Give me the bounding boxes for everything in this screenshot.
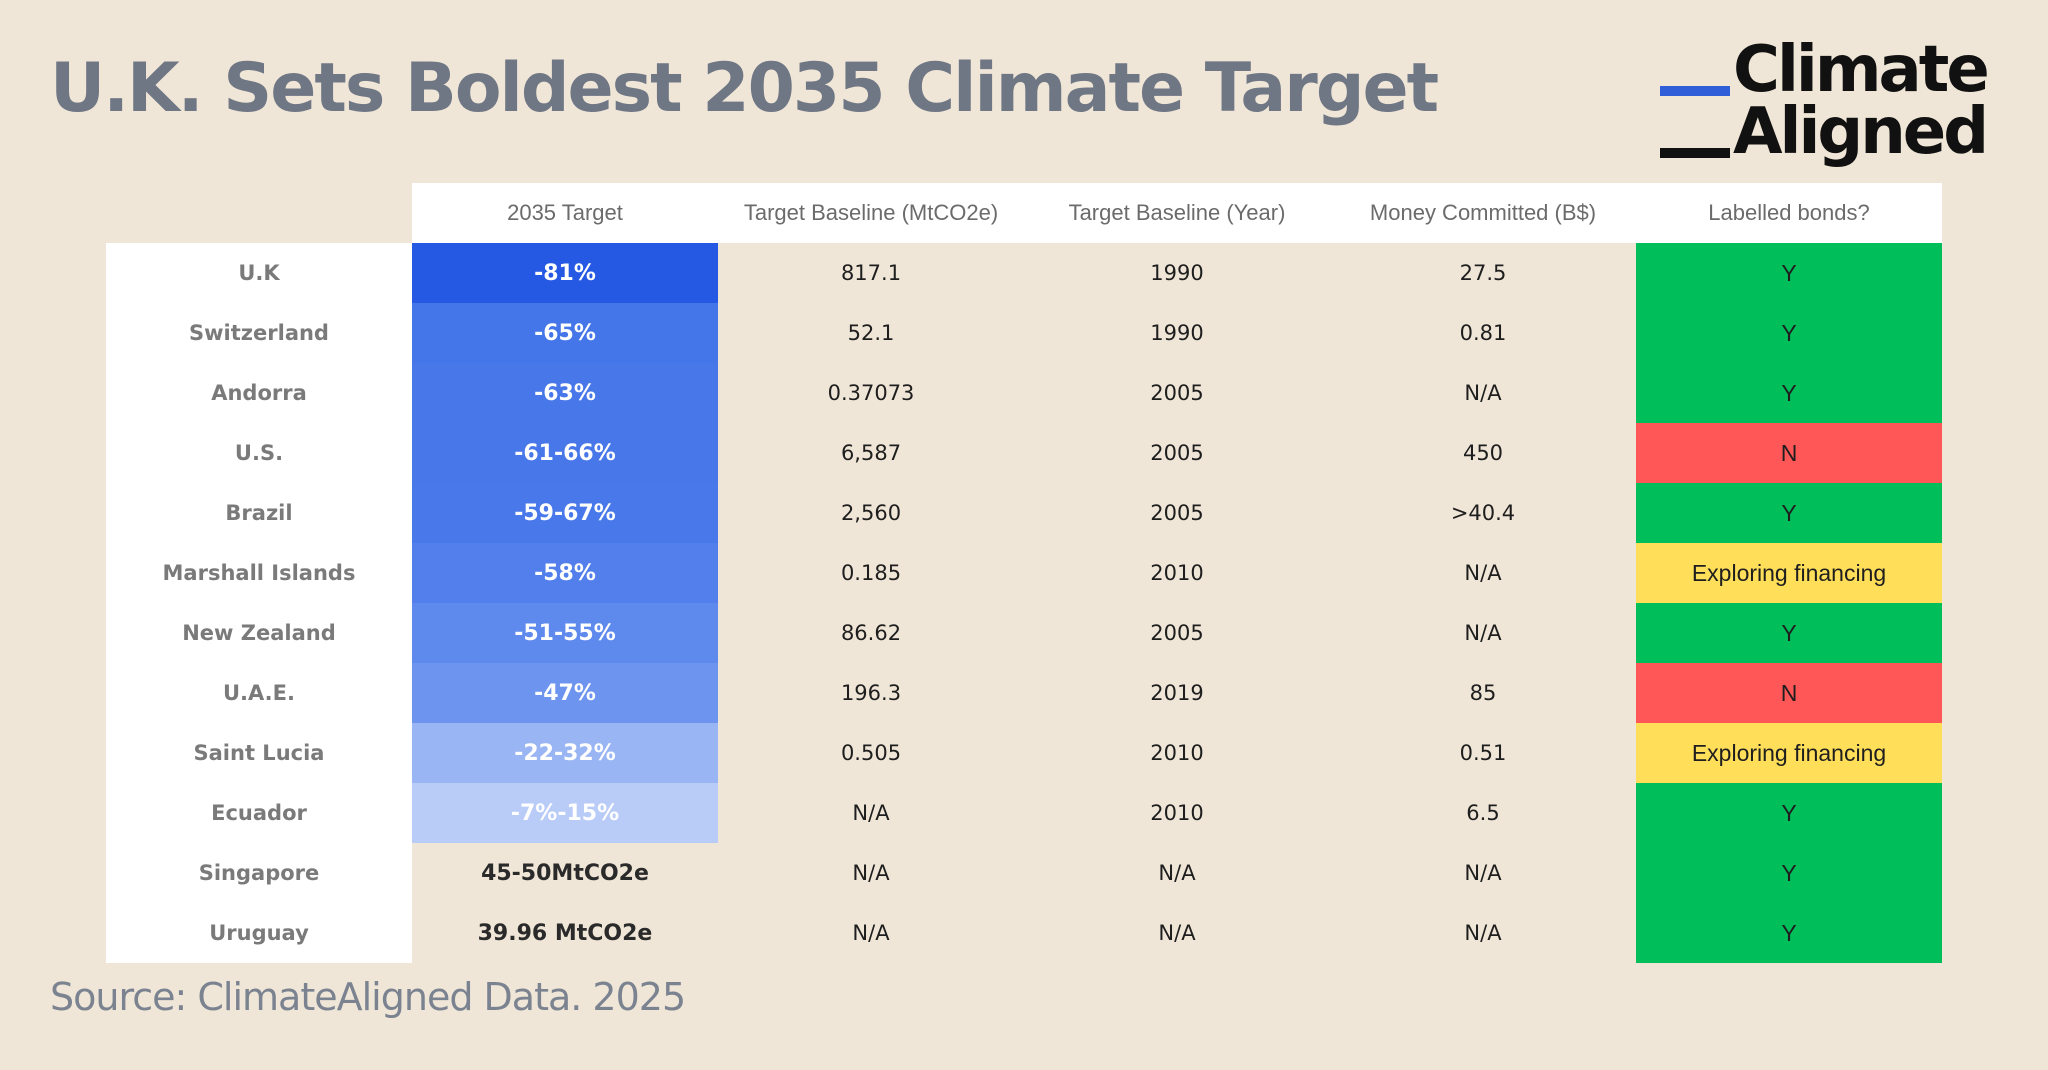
money-committed-cell: 27.5 [1459, 261, 1507, 285]
target-cell: -58% [412, 543, 718, 603]
baseline-year-cell: 2010 [1150, 801, 1204, 825]
target-cell: -51-55% [412, 603, 718, 663]
money-committed-cell: N/A [1464, 621, 1502, 645]
country-cell: New Zealand [106, 603, 412, 663]
money-committed-cell: N/A [1464, 561, 1502, 585]
target-cell: -61-66% [412, 423, 718, 483]
baseline-year-cell: 2005 [1150, 441, 1204, 465]
labelled-bonds-cell: Y [1636, 603, 1942, 663]
logo-word-aligned: Aligned [1733, 95, 1989, 169]
baseline-year-cell: 1990 [1150, 261, 1204, 285]
target-cell: -22-32% [412, 723, 718, 783]
target-cell: -65% [412, 303, 718, 363]
country-cell: Saint Lucia [106, 723, 412, 783]
logo-word-climate: Climate [1733, 33, 1990, 107]
country-cell: Andorra [106, 363, 412, 423]
money-committed-cell: 0.81 [1459, 321, 1507, 345]
money-committed-cell: 450 [1462, 441, 1504, 465]
baseline-mtco2e-cell: 0.37073 [827, 381, 915, 405]
target-cell: -81% [412, 243, 718, 303]
baseline-mtco2e-cell: 86.62 [840, 621, 902, 645]
logo-accent-bar [1660, 86, 1730, 96]
climate-targets-table: 2035 Target Target Baseline (MtCO2e) Targe… [106, 183, 1942, 963]
baseline-mtco2e-cell: N/A [852, 921, 890, 945]
labelled-bonds-cell: N [1636, 663, 1942, 723]
header-money-committed: Money Committed (B$) [1330, 183, 1636, 243]
labelled-bonds-cell: Y [1636, 363, 1942, 423]
baseline-year-cell: 2010 [1150, 741, 1204, 765]
header-2035-target: 2035 Target [412, 183, 718, 243]
baseline-year-cell: 2010 [1150, 561, 1204, 585]
baseline-mtco2e-cell: 196.3 [840, 681, 902, 705]
baseline-year-cell: N/A [1158, 861, 1196, 885]
target-cell: 39.96 MtCO2e [477, 920, 653, 946]
country-cell: Singapore [106, 843, 412, 903]
country-cell: U.K [106, 243, 412, 303]
money-committed-cell: 6.5 [1466, 801, 1500, 825]
baseline-mtco2e-cell: 52.1 [847, 321, 895, 345]
country-cell: Uruguay [106, 903, 412, 963]
source-note: Source: ClimateAligned Data. 2025 [50, 975, 686, 1019]
country-cell: Brazil [106, 483, 412, 543]
labelled-bonds-cell: Exploring financing [1636, 543, 1942, 603]
target-cell: -59-67% [412, 483, 718, 543]
money-committed-cell: N/A [1464, 861, 1502, 885]
country-cell: Ecuador [106, 783, 412, 843]
labelled-bonds-cell: Y [1636, 483, 1942, 543]
baseline-mtco2e-cell: 0.185 [840, 561, 902, 585]
money-committed-cell: >40.4 [1450, 501, 1516, 525]
target-cell: -7%-15% [412, 783, 718, 843]
page-title: U.K. Sets Boldest 2035 Climate Target [50, 49, 1439, 128]
labelled-bonds-cell: Y [1636, 783, 1942, 843]
baseline-year-cell: 1990 [1150, 321, 1204, 345]
labelled-bonds-cell: Exploring financing [1636, 723, 1942, 783]
header-labelled-bonds: Labelled bonds? [1636, 183, 1942, 243]
baseline-mtco2e-cell: N/A [852, 801, 890, 825]
target-cell: -63% [412, 363, 718, 423]
baseline-year-cell: N/A [1158, 921, 1196, 945]
header-baseline-mtco2e: Target Baseline (MtCO2e) [718, 183, 1024, 243]
baseline-year-cell: 2005 [1150, 381, 1204, 405]
logo-dark-bar [1660, 148, 1730, 158]
baseline-year-cell: 2005 [1150, 501, 1204, 525]
money-committed-cell: N/A [1464, 381, 1502, 405]
labelled-bonds-cell: N [1636, 423, 1942, 483]
baseline-mtco2e-cell: 817.1 [840, 261, 902, 285]
baseline-mtco2e-cell: 6,587 [840, 441, 902, 465]
baseline-mtco2e-cell: 2,560 [840, 501, 902, 525]
climate-aligned-logo: Climate Aligned [1655, 33, 1990, 178]
country-cell: U.S. [106, 423, 412, 483]
country-cell: U.A.E. [106, 663, 412, 723]
baseline-mtco2e-cell: 0.505 [840, 741, 902, 765]
money-committed-cell: 85 [1469, 681, 1497, 705]
money-committed-cell: N/A [1464, 921, 1502, 945]
header-baseline-year: Target Baseline (Year) [1024, 183, 1330, 243]
country-cell: Marshall Islands [106, 543, 412, 603]
baseline-mtco2e-cell: N/A [852, 861, 890, 885]
target-cell: -47% [412, 663, 718, 723]
money-committed-cell: 0.51 [1459, 741, 1507, 765]
target-cell: 45-50MtCO2e [481, 860, 649, 886]
baseline-year-cell: 2019 [1150, 681, 1204, 705]
country-cell: Switzerland [106, 303, 412, 363]
labelled-bonds-cell: Y [1636, 303, 1942, 363]
labelled-bonds-cell: Y [1636, 243, 1942, 303]
labelled-bonds-cell: Y [1636, 843, 1942, 903]
labelled-bonds-cell: Y [1636, 903, 1942, 963]
baseline-year-cell: 2005 [1150, 621, 1204, 645]
